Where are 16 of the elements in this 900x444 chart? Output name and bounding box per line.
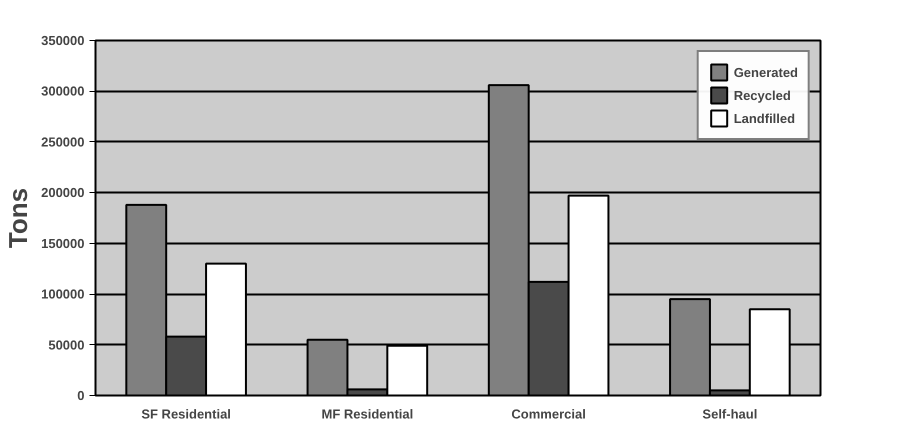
y-axis-title: Tons <box>3 188 34 248</box>
legend-label: Recycled <box>734 88 791 102</box>
y-tick-label: 0 <box>77 388 85 403</box>
x-tick-label: Self-haul <box>702 406 758 422</box>
y-tick-label: 100000 <box>41 286 85 302</box>
y-tick-label: 250000 <box>41 134 85 150</box>
x-tick-label: SF Residential <box>141 406 231 422</box>
x-tick-label: MF Residential <box>322 406 414 422</box>
y-tick-label: 350000 <box>41 33 85 48</box>
legend-label: Generated <box>734 64 798 80</box>
x-tick-label: Commercial <box>511 406 586 422</box>
y-tick-label: 300000 <box>41 84 85 99</box>
legend-label: Landfilled <box>734 110 796 126</box>
y-tick-label: 50000 <box>48 337 85 352</box>
y-tick-label: 150000 <box>41 236 85 251</box>
y-tick-label: 200000 <box>41 185 85 200</box>
